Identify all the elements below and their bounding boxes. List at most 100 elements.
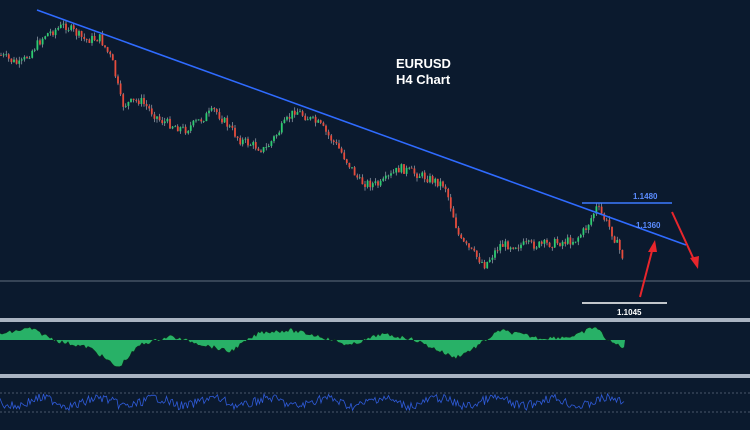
candle-body: [338, 143, 340, 149]
candle-body: [226, 117, 229, 127]
candle-body: [200, 119, 203, 122]
candle-body: [104, 45, 106, 48]
candle-body: [252, 142, 255, 146]
candle-body: [423, 172, 426, 180]
candle-body: [473, 248, 476, 251]
candle-body: [494, 250, 496, 258]
candle-body: [280, 123, 283, 133]
candle-body: [387, 175, 390, 177]
candle-body: [309, 116, 312, 120]
candle-body: [46, 33, 49, 37]
chart-title: EURUSD H4 Chart: [396, 56, 451, 87]
candle-body: [41, 38, 44, 45]
candle-body: [184, 126, 187, 134]
candle-body: [530, 240, 533, 242]
candle-body: [548, 242, 551, 247]
candle-body: [299, 111, 301, 113]
candle-body: [218, 112, 221, 119]
candle-body: [153, 114, 156, 119]
candle-body: [174, 126, 177, 128]
candle-body: [330, 135, 333, 141]
candle-body: [452, 208, 455, 218]
candle-body: [358, 177, 361, 179]
support-level: 1.1045: [582, 302, 667, 317]
candle-body: [317, 120, 320, 123]
candle-body: [228, 125, 231, 127]
candle-body: [616, 239, 619, 243]
candle-body: [405, 167, 408, 174]
candle-body: [91, 35, 93, 43]
candle-body: [582, 228, 585, 235]
candle-body: [122, 94, 125, 107]
candle-body: [98, 34, 101, 42]
candle-body: [483, 262, 486, 269]
candle-body: [109, 51, 112, 55]
candle-body: [187, 130, 190, 134]
candle-body: [36, 40, 39, 50]
support-level-label: 1.1045: [617, 308, 642, 317]
candle-body: [533, 241, 535, 249]
candle-body: [254, 142, 257, 149]
candle-body: [478, 256, 481, 263]
candle-body: [600, 206, 603, 214]
candle-body: [286, 116, 288, 120]
candle-body: [161, 120, 164, 124]
candle-body: [564, 241, 567, 244]
candle-body: [384, 175, 387, 179]
candle-body: [78, 31, 80, 36]
candle-body: [348, 162, 351, 168]
candle-body: [491, 257, 494, 260]
candle-body: [517, 247, 520, 249]
candle-body: [244, 138, 247, 140]
candle-body: [257, 148, 260, 151]
candle-body: [501, 244, 504, 247]
candle-body: [202, 121, 205, 122]
candle-body: [148, 106, 151, 109]
candle-body: [566, 237, 569, 244]
candle-body: [611, 226, 613, 237]
candle-body: [179, 127, 182, 132]
candle-body: [26, 56, 28, 59]
candle-body: [101, 34, 104, 46]
candle-body: [215, 109, 218, 113]
candle-body: [223, 117, 226, 123]
candle-body: [117, 76, 119, 84]
candle-body: [59, 24, 62, 28]
candle-body: [163, 121, 166, 124]
rsi-line: [0, 392, 625, 412]
candle-body: [96, 40, 99, 42]
candle-body: [176, 126, 179, 132]
panel-divider-2: [0, 374, 750, 378]
candle-body: [447, 189, 450, 198]
candle-body: [408, 167, 411, 169]
candle-body: [527, 240, 530, 242]
candle-body: [49, 31, 52, 34]
candle-body: [608, 219, 611, 227]
candle-body: [13, 59, 15, 63]
candle-body: [574, 241, 577, 243]
candle-body: [114, 60, 117, 77]
candle-body: [551, 246, 554, 248]
candle-body: [247, 138, 249, 146]
candle-body: [70, 25, 73, 30]
candle-body: [392, 172, 395, 174]
candle-body: [343, 152, 346, 160]
candle-body: [67, 29, 70, 31]
candle-body: [234, 127, 236, 137]
candle-body: [460, 234, 463, 239]
candle-body: [130, 98, 132, 102]
candle-body: [213, 108, 216, 110]
candle-body: [475, 250, 478, 257]
candle-body: [265, 147, 268, 148]
candle-body: [10, 58, 13, 63]
candle-body: [535, 247, 538, 249]
candle-body: [304, 115, 307, 121]
candle-body: [169, 118, 171, 129]
candle-body: [301, 111, 304, 116]
candle-body: [605, 219, 608, 221]
candle-body: [449, 197, 452, 209]
candle-body: [429, 176, 431, 183]
candle-body: [465, 241, 468, 244]
